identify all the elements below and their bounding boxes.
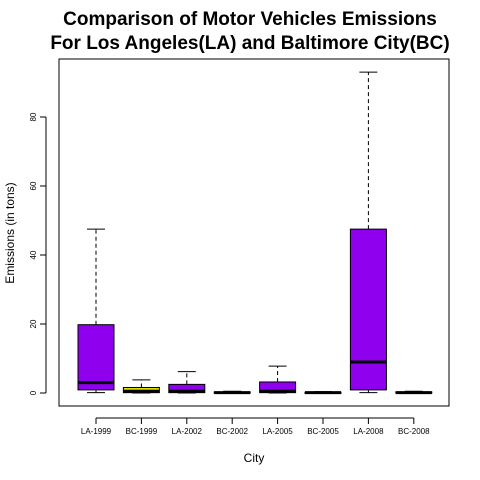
box-bc-2008 [395,390,433,395]
chart-title-line1: Comparison of Motor Vehicles Emissions [63,9,437,30]
y-tick-label: 20 [29,319,38,328]
y-tick-label: 40 [29,250,38,259]
box-rect [349,228,387,391]
box-la-2008 [349,71,387,394]
y-tick-label: 60 [29,181,38,190]
x-tick-label: BC-2008 [398,427,430,436]
x-tick-label: BC-2002 [216,427,248,436]
x-tick-label: LA-2005 [262,427,293,436]
x-tick-label: LA-2008 [353,427,384,436]
x-tick-label: LA-2002 [172,427,203,436]
box-group [77,71,433,395]
x-axis-ticks: LA-1999 BC-1999 LA-2002 BC-2002 LA-2005 BC-20… [81,417,430,436]
x-axis-label: City [244,451,265,465]
y-tick-label: 0 [29,390,38,395]
box-bc-2002 [213,390,251,395]
box-bc-1999 [122,379,160,394]
x-tick-label: BC-2005 [307,427,339,436]
x-tick-label: LA-1999 [81,427,112,436]
x-tick-label: BC-1999 [126,427,158,436]
box-la-1999 [77,228,115,394]
y-axis: 0 20 40 60 80 [29,112,47,395]
box-rect [77,324,115,391]
box-bc-2005 [304,391,342,395]
box-la-2005 [259,365,297,394]
y-tick-label: 80 [29,112,38,121]
box-la-2002 [168,371,206,394]
y-axis-label: Emissions (in tons) [3,182,17,283]
plot-frame [58,58,450,407]
chart-title-line2: For Los Angeles(LA) and Baltimore City(B… [50,33,449,54]
